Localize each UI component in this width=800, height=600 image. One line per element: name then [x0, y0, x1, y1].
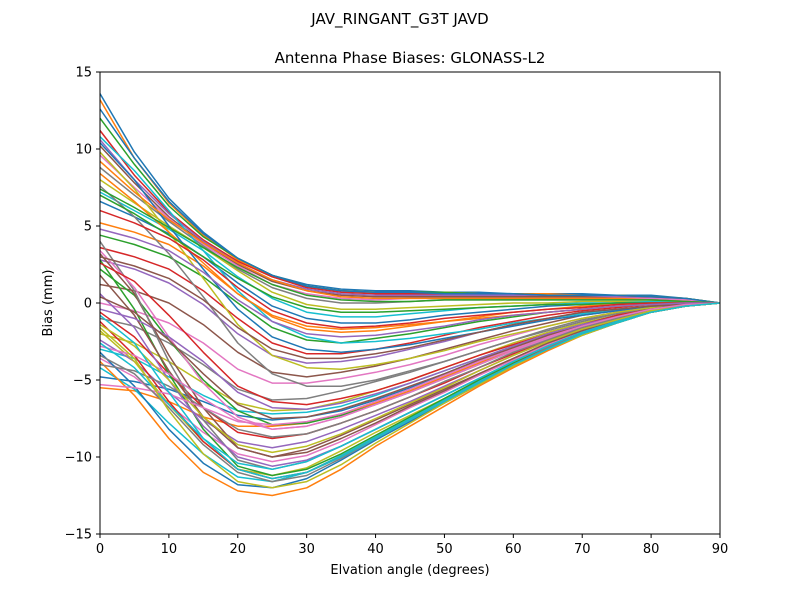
- series-line-s14: [99, 246, 720, 355]
- x-tick-label: 30: [298, 542, 315, 557]
- chart-title: Antenna Phase Biases: GLONASS-L2: [275, 49, 546, 67]
- y-tick-label: 15: [75, 66, 92, 81]
- x-tick-label: 20: [230, 542, 247, 557]
- series-line-s55: [99, 228, 720, 338]
- series-line-s38: [99, 185, 721, 387]
- series-line-s5: [99, 139, 721, 304]
- series-line-s41: [99, 142, 721, 354]
- y-axis-ticks: −15 −10 −5 0 5 10 15: [65, 66, 100, 543]
- series-line-s57: [99, 302, 721, 426]
- series-line-s32: [99, 302, 721, 497]
- series-line-s3: [99, 117, 721, 304]
- series-group: [99, 93, 721, 497]
- x-tick-label: 70: [574, 542, 591, 557]
- x-tick-label: 0: [96, 542, 104, 557]
- y-tick-label: 5: [84, 220, 92, 235]
- series-line-s4: [99, 130, 721, 304]
- series-line-s52: [99, 160, 721, 304]
- y-tick-label: −15: [65, 528, 92, 543]
- x-tick-label: 80: [643, 542, 660, 557]
- x-tick-label: 50: [436, 542, 453, 557]
- series-line-s51: [99, 108, 721, 304]
- series-line-s28: [99, 240, 721, 471]
- y-tick-label: 0: [84, 297, 92, 312]
- y-tick-label: −10: [65, 451, 92, 466]
- x-tick-label: 40: [367, 542, 384, 557]
- series-line-s49: [99, 302, 721, 454]
- series-line-s53: [99, 188, 721, 304]
- x-axis-label: Elvation angle (degrees): [330, 563, 489, 578]
- x-axis-ticks: 0 10 20 30 40 50 60 70 80 90: [96, 534, 728, 557]
- series-line-s54: [99, 209, 720, 329]
- series-line-s56: [99, 256, 721, 360]
- series-line-s47: [99, 302, 721, 431]
- series-line-s44: [99, 262, 721, 406]
- x-tick-label: 90: [712, 542, 729, 557]
- series-line-s2: [99, 99, 721, 304]
- x-tick-label: 60: [505, 542, 522, 557]
- y-tick-label: 10: [75, 143, 92, 158]
- y-tick-label: −5: [73, 374, 92, 389]
- series-line-s39: [99, 151, 721, 370]
- series-line-s7: [99, 154, 721, 304]
- figure-suptitle: JAV_RINGANT_G3T JAVD: [310, 10, 488, 29]
- y-axis-label: Bias (mm): [41, 270, 56, 337]
- series-line-s60: [99, 302, 721, 480]
- series-line-s43: [99, 194, 720, 313]
- x-tick-label: 10: [161, 542, 178, 557]
